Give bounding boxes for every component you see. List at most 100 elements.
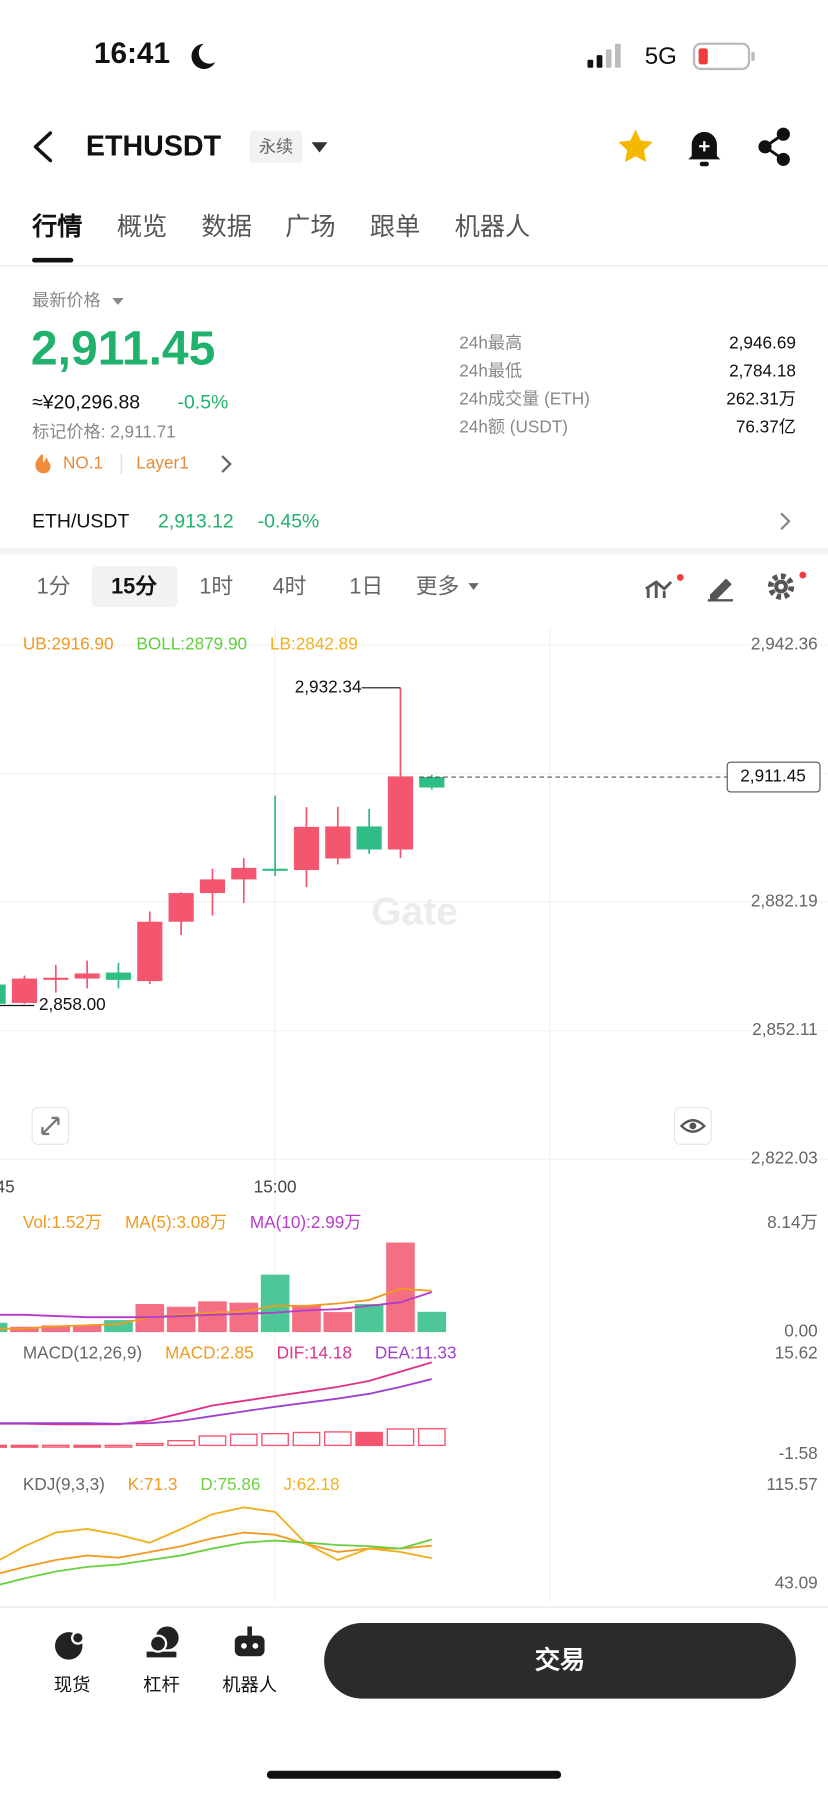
- nav-label[interactable]: 机器人: [222, 1674, 277, 1695]
- nav-label[interactable]: 杠杆: [143, 1674, 180, 1695]
- y-tick-label: 2,852.11: [752, 1019, 818, 1039]
- tab[interactable]: 广场: [285, 213, 335, 241]
- y-tick-label: 2,822.03: [751, 1148, 818, 1168]
- candle-body: [262, 868, 288, 871]
- low-label: 2,858.00: [39, 994, 106, 1014]
- moon-icon: [191, 43, 216, 69]
- visibility-button[interactable]: [673, 1107, 712, 1145]
- legend-entry: K:71.3: [128, 1474, 178, 1494]
- interval-option[interactable]: 15分: [111, 573, 157, 598]
- macd-bar: [41, 1444, 70, 1448]
- tab[interactable]: 跟单: [370, 213, 420, 241]
- legend-entry: UB:2916.90: [23, 634, 114, 654]
- macd-bar: [104, 1444, 133, 1448]
- active-tab-indicator: [32, 257, 74, 263]
- volume-bar: [41, 1325, 71, 1333]
- alert-button[interactable]: [688, 131, 721, 167]
- last-price-box: [726, 761, 821, 793]
- indicator-line: [0, 1378, 432, 1425]
- macd-bar: [261, 1432, 289, 1447]
- tab[interactable]: 机器人: [455, 213, 531, 241]
- y-tick-label: 0.00: [784, 1321, 817, 1341]
- fire-icon: [35, 453, 51, 474]
- indicator-line: [0, 1287, 432, 1330]
- mark-price: 标记价格: 2,911.71: [32, 422, 176, 442]
- symbol-dropdown[interactable]: [311, 142, 328, 153]
- macd-bar: [323, 1431, 352, 1447]
- tab[interactable]: 行情: [31, 213, 82, 241]
- network-label: 5G: [645, 43, 677, 70]
- macd-bar: [73, 1444, 101, 1448]
- contract-label: 永续: [259, 136, 293, 156]
- stat-label: 24h额 (USDT): [459, 416, 568, 436]
- tag-label: Layer1: [136, 453, 188, 473]
- legend-entry: MA(5):3.08万: [125, 1212, 227, 1232]
- robot-icon: [234, 1626, 265, 1657]
- indicator-button[interactable]: [645, 573, 684, 599]
- candle-body: [356, 826, 382, 850]
- indicator-line: [0, 1506, 432, 1562]
- candle-body: [387, 776, 414, 850]
- legend-entry: Vol:1.52万: [23, 1212, 102, 1232]
- share-button[interactable]: [758, 127, 790, 166]
- stat-value: 2,946.69: [729, 332, 796, 352]
- indicator-line: [0, 1531, 432, 1575]
- volume-bar: [323, 1312, 353, 1333]
- spot-pair: ETH/USDT: [32, 511, 129, 533]
- indicator-title: KDJ(9,3,3): [23, 1474, 105, 1494]
- y-tick-label: 43.09: [775, 1573, 818, 1593]
- interval-option[interactable]: 1时: [199, 573, 233, 598]
- tag-chevron[interactable]: [221, 455, 232, 473]
- last-price: 2,911.45: [31, 322, 216, 376]
- tab[interactable]: 数据: [202, 213, 252, 241]
- interval-option[interactable]: 更多: [416, 573, 460, 598]
- expand-button[interactable]: [31, 1107, 70, 1145]
- legend-entry: DIF:14.18: [277, 1342, 352, 1362]
- draw-button[interactable]: [707, 578, 733, 602]
- indicator-line: [0, 1361, 433, 1426]
- stat-value: 262.31万: [726, 388, 796, 408]
- x-tick-label: 12:45: [0, 1176, 15, 1196]
- price-dropdown[interactable]: [112, 297, 124, 305]
- macd-bar: [10, 1444, 39, 1448]
- trade-button-label[interactable]: 交易: [535, 1646, 585, 1675]
- macd-bar: [0, 1444, 7, 1448]
- legend-entry: DEA:11.33: [375, 1342, 457, 1362]
- more-dropdown[interactable]: [468, 583, 479, 591]
- settings-button[interactable]: [767, 571, 807, 600]
- status-time: 16:41: [94, 37, 170, 70]
- macd-bar: [417, 1428, 446, 1447]
- spot-chevron[interactable]: [780, 512, 791, 531]
- candle-body: [105, 972, 132, 980]
- back-button[interactable]: [33, 131, 53, 163]
- nav-label[interactable]: 现货: [54, 1674, 91, 1695]
- contract-badge: [249, 130, 303, 163]
- candle-body: [325, 826, 351, 859]
- interval-option[interactable]: 1日: [349, 573, 383, 598]
- margin-icon: [146, 1626, 179, 1658]
- macd-bar: [198, 1435, 227, 1447]
- stat-value: 2,784.18: [729, 360, 796, 380]
- battery-icon: [692, 42, 755, 71]
- y-tick-label: 8.14万: [767, 1212, 818, 1232]
- signal-icon: [587, 43, 621, 68]
- candle-body: [168, 893, 194, 922]
- y-tick-label: 115.57: [766, 1474, 817, 1494]
- tab[interactable]: 概览: [117, 213, 167, 241]
- macd-bar: [355, 1431, 383, 1447]
- legend-entry: BOLL:2879.90: [136, 634, 247, 654]
- macd-bar: [292, 1431, 321, 1447]
- watermark: Gate: [371, 890, 458, 933]
- interval-option[interactable]: 1分: [37, 573, 71, 598]
- x-tick-label: 15:00: [254, 1176, 297, 1196]
- volume-bar: [198, 1301, 227, 1333]
- last-price-label: 2,911.45: [740, 766, 806, 786]
- legend-entry: MACD:2.85: [165, 1342, 254, 1362]
- trade-button[interactable]: [324, 1623, 796, 1699]
- volume-bar: [166, 1306, 196, 1333]
- favorite-button[interactable]: [618, 129, 653, 163]
- interval-option[interactable]: 4时: [273, 573, 307, 598]
- volume-bar: [260, 1274, 290, 1333]
